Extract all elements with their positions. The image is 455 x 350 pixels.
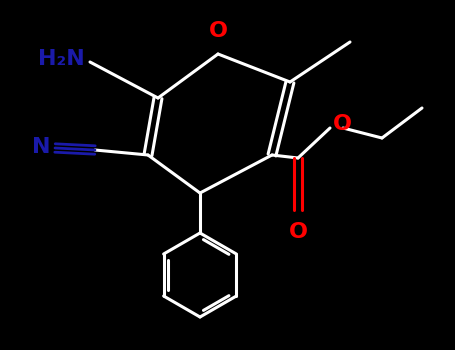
Text: O: O — [208, 21, 228, 41]
Text: O: O — [288, 222, 308, 242]
Text: N: N — [32, 137, 51, 157]
Text: O: O — [333, 114, 352, 134]
Text: H₂N: H₂N — [38, 49, 85, 69]
